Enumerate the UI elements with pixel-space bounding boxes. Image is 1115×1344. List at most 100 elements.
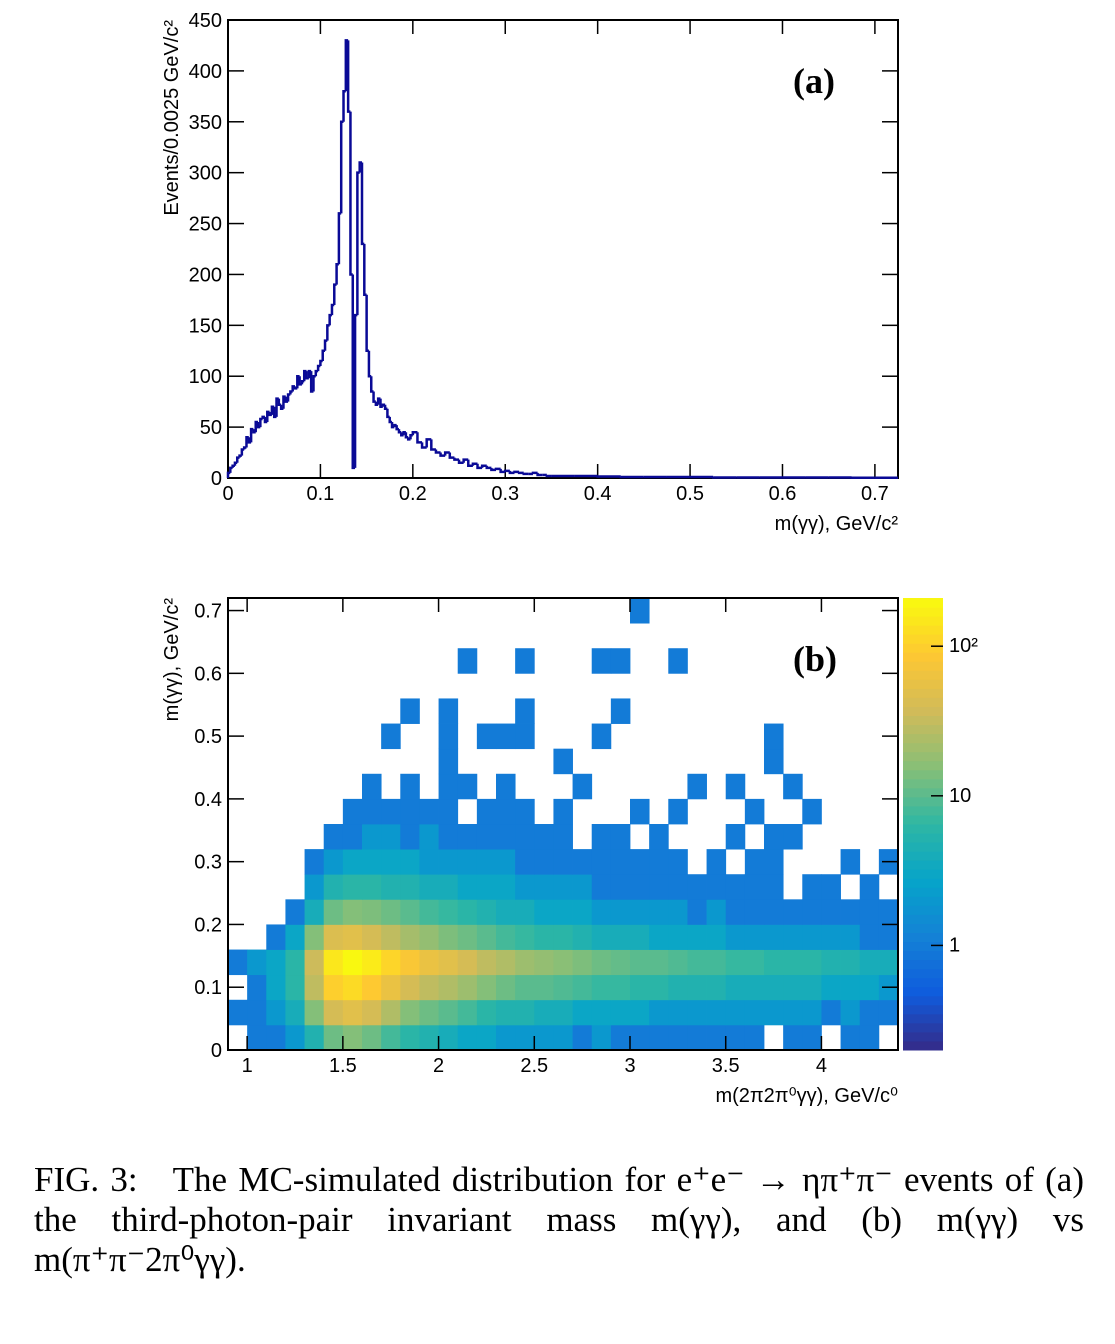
- y-tick-label: 0.7: [194, 601, 222, 623]
- color-bar-step: [903, 787, 943, 798]
- heatmap-cell: [687, 874, 707, 900]
- heatmap-cell: [496, 899, 516, 925]
- heatmap-cell: [591, 999, 612, 1026]
- heatmap-cell: [630, 598, 650, 624]
- histogram-bin: [309, 371, 314, 393]
- heatmap-cell: [515, 849, 535, 875]
- heatmap-cell: [438, 748, 459, 775]
- histogram-bin: [342, 89, 346, 122]
- heatmap-cell: [572, 999, 593, 1026]
- color-bar-step: [903, 1013, 943, 1024]
- heatmap-cell: [725, 773, 746, 800]
- histogram-bin: [531, 471, 538, 475]
- color-bar-step: [903, 778, 943, 789]
- caption: FIG. 3: The MC-simulated distribution fo…: [34, 1160, 1084, 1279]
- heatmap-cell: [323, 924, 344, 950]
- x-tick-label: 0.2: [399, 483, 427, 505]
- heatmap-cell: [496, 924, 516, 950]
- histogram-bin: [503, 469, 510, 473]
- heatmap-cell: [764, 849, 784, 875]
- heatmap-cell: [400, 924, 420, 950]
- heatmap-cell: [362, 924, 382, 950]
- color-bar-step: [903, 742, 943, 753]
- heatmap-cell: [706, 1024, 727, 1051]
- heatmap-cell: [744, 949, 765, 976]
- histogram-bin: [275, 397, 279, 417]
- heatmap-cell: [878, 899, 899, 925]
- heatmap-cell: [668, 924, 688, 950]
- heatmap-cell: [630, 798, 650, 825]
- heatmap-cell: [649, 1024, 669, 1051]
- heatmap-cell: [496, 874, 516, 900]
- color-bar-step: [903, 1004, 943, 1015]
- heatmap-cell: [591, 849, 612, 875]
- heatmap-cell: [400, 999, 420, 1026]
- heatmap-cell: [419, 874, 439, 900]
- heatmap-cell: [764, 723, 784, 750]
- histogram-bin: [233, 461, 238, 466]
- heatmap-cell: [706, 974, 727, 1001]
- heatmap-cell: [496, 949, 516, 976]
- heatmap-cell: [419, 924, 439, 950]
- heatmap-cell: [744, 899, 765, 925]
- heatmap-cell: [610, 899, 631, 925]
- heatmap-cell: [668, 999, 688, 1026]
- heatmap-cell: [534, 1024, 554, 1051]
- histogram-bin: [300, 380, 305, 385]
- heatmap-cell: [266, 974, 286, 1001]
- heatmap-cell: [610, 924, 631, 950]
- heatmap-cell: [630, 899, 650, 925]
- heatmap-cell: [821, 999, 841, 1026]
- y-tick-label: 100: [189, 366, 222, 388]
- heatmap-cell: [764, 924, 784, 950]
- histogram-bin: [409, 434, 413, 440]
- heatmap-cell: [228, 999, 248, 1026]
- heatmap-cell: [534, 849, 554, 875]
- plot-frame: [227, 597, 899, 1051]
- heatmap-cell: [285, 924, 305, 950]
- histogram-bin: [314, 369, 319, 377]
- heatmap-cell: [764, 999, 784, 1026]
- heatmap-cell: [476, 949, 497, 976]
- heatmap-cell: [744, 974, 765, 1001]
- x-tick-label: 4: [816, 1055, 827, 1077]
- histogram-bin: [386, 408, 390, 419]
- heatmap-cell: [840, 849, 861, 875]
- histogram-bin: [353, 313, 358, 468]
- heatmap-cell: [649, 874, 669, 900]
- heatmap-cell: [515, 999, 535, 1026]
- heatmap-cell: [610, 698, 631, 724]
- color-bar-step: [903, 923, 943, 933]
- heatmap-cell: [821, 899, 841, 925]
- histogram-bin: [379, 398, 383, 409]
- heatmap-cell: [783, 824, 803, 850]
- heatmap-cell: [572, 974, 593, 1001]
- histogram-bin: [480, 464, 487, 468]
- heatmap-cell: [553, 874, 573, 900]
- heatmap-cell: [438, 1024, 459, 1051]
- color-bar-step: [903, 1031, 943, 1042]
- color-bar-step: [903, 643, 943, 653]
- heatmap-cell: [438, 974, 459, 1001]
- color-bar-step: [903, 670, 943, 680]
- x-tick-label: 0.4: [584, 483, 612, 505]
- heatmap-cell: [419, 849, 439, 875]
- histogram-bin: [448, 452, 455, 459]
- histogram-bin: [296, 374, 300, 389]
- heatmap-cell: [553, 1024, 573, 1051]
- histogram-bin: [360, 162, 365, 246]
- heatmap-cell: [859, 874, 880, 900]
- heatmap-cell: [342, 999, 363, 1026]
- heatmap-cell: [878, 924, 899, 950]
- heatmap-cell: [457, 849, 478, 875]
- heatmap-cell: [572, 773, 593, 800]
- heatmap-cell: [630, 974, 650, 1001]
- heatmap-cell: [400, 949, 420, 976]
- histogram-bin: [284, 396, 289, 403]
- color-bar-step: [903, 607, 943, 617]
- heatmap-cell: [783, 899, 803, 925]
- heatmap-cell: [668, 899, 688, 925]
- histogram-bin: [462, 458, 469, 463]
- heatmap-cell: [649, 974, 669, 1001]
- y-tick-label: 0.4: [194, 789, 222, 811]
